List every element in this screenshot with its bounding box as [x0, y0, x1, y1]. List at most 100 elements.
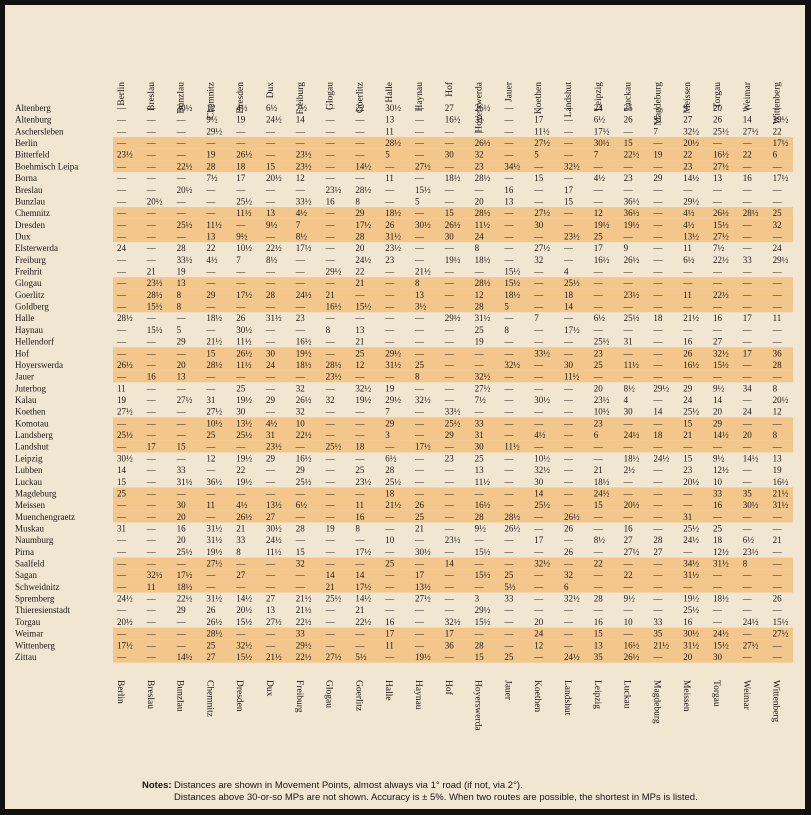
cell: —	[444, 652, 455, 662]
cell: 8½	[266, 255, 278, 265]
cell: 36	[445, 640, 455, 650]
cell: 23½	[355, 477, 371, 487]
cell: 25½	[296, 477, 312, 487]
cell: 10½	[236, 243, 252, 253]
cell: 20½	[147, 196, 163, 206]
column-header: Weimar	[743, 81, 753, 112]
cell: 32½	[534, 465, 550, 475]
cell: 26½	[624, 652, 640, 662]
cell: 14½	[177, 652, 193, 662]
cell: 12½	[713, 547, 729, 557]
cell: 31½	[385, 231, 401, 241]
cell: —	[146, 407, 157, 417]
cell: 14	[743, 115, 753, 125]
cell: 17½	[177, 570, 193, 580]
cell: 15½	[236, 652, 252, 662]
cell: —	[116, 652, 127, 662]
cell: —	[116, 208, 127, 218]
cell: 29	[177, 337, 187, 347]
cell: —	[384, 582, 395, 592]
cell: —	[325, 313, 336, 323]
cell: —	[265, 407, 276, 417]
cell: —	[176, 640, 187, 650]
cell: —	[146, 337, 157, 347]
cell: 4½	[266, 418, 278, 428]
row-label: Naumburg	[15, 535, 54, 545]
cell: 11½	[624, 360, 640, 370]
cell: —	[354, 313, 365, 323]
cell: 23	[624, 173, 634, 183]
cell: —	[444, 185, 455, 195]
cell: 30	[266, 348, 276, 358]
cell: —	[444, 302, 455, 312]
cell: 14	[713, 395, 723, 405]
cell: —	[116, 372, 127, 382]
cell: —	[354, 488, 365, 498]
cell: —	[116, 570, 127, 580]
cell: 29	[177, 605, 187, 615]
column-header: Dux	[266, 82, 276, 99]
cell: 27½	[773, 629, 789, 639]
cell: —	[265, 570, 276, 580]
cell: 27½	[534, 208, 550, 218]
cell: —	[712, 582, 723, 592]
cell: 12	[296, 173, 305, 183]
cell: —	[682, 325, 693, 335]
cell: 32	[475, 150, 484, 160]
cell: —	[503, 255, 514, 265]
cell: 28½	[206, 360, 222, 370]
cell: 31	[683, 512, 692, 522]
cell: —	[652, 465, 663, 475]
cell: 23	[594, 418, 604, 428]
cell: —	[652, 138, 663, 148]
cell: —	[652, 395, 663, 405]
cell: 3	[385, 430, 390, 440]
cell: —	[742, 325, 753, 335]
cell: —	[593, 196, 604, 206]
cell: —	[682, 267, 693, 277]
cell: —	[325, 477, 336, 487]
cell: 22½	[296, 617, 312, 627]
cell: —	[652, 512, 663, 522]
cell: —	[623, 267, 634, 277]
cell: —	[354, 629, 365, 639]
row-label: Juterbog	[15, 383, 46, 393]
cell: 14½	[683, 173, 699, 183]
cell: —	[235, 220, 246, 230]
cell: —	[503, 220, 514, 230]
cell: 8	[773, 383, 778, 393]
cell: —	[146, 255, 157, 265]
cell: 21	[415, 523, 424, 533]
cell: —	[176, 138, 187, 148]
cell: 8	[415, 372, 420, 382]
cell: 32½	[534, 559, 550, 569]
cell: 36½	[206, 477, 222, 487]
cell: —	[414, 407, 425, 417]
cell: 2½	[624, 465, 636, 475]
cell: —	[533, 337, 544, 347]
cell: 10½	[206, 418, 222, 428]
cell: —	[414, 231, 425, 241]
column-header: Glogau	[326, 82, 336, 110]
column-header: Breslau	[147, 82, 157, 111]
column-footer: Freiburg	[294, 680, 304, 713]
cell: 19½	[415, 652, 431, 662]
cell: —	[682, 302, 693, 312]
cell: —	[772, 161, 783, 171]
cell: 5½	[355, 652, 367, 662]
cell: —	[444, 290, 455, 300]
cell: 23	[385, 255, 395, 265]
cell: —	[265, 477, 276, 487]
cell: 27	[445, 103, 455, 113]
cell: 32½	[564, 161, 580, 171]
cell: —	[205, 185, 216, 195]
row-band	[113, 569, 793, 581]
cell: 31	[624, 337, 633, 347]
cell: 30½	[594, 138, 610, 148]
cell: 24½	[683, 535, 699, 545]
cell: 25½	[594, 337, 610, 347]
cell: —	[623, 582, 634, 592]
cell: 6½	[683, 255, 695, 265]
cell: 30	[177, 500, 187, 510]
